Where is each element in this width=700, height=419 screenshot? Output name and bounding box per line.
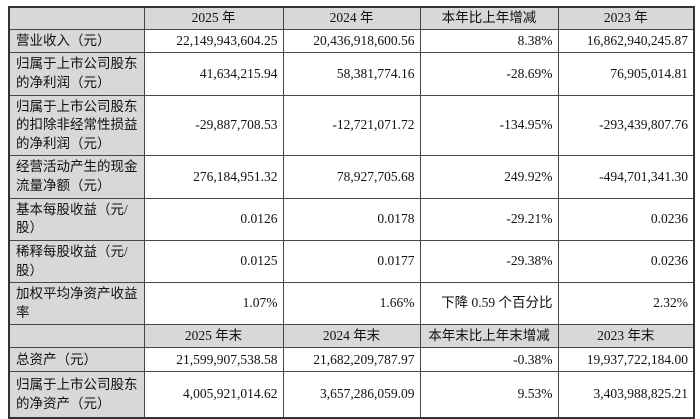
value-cell: 16,862,940,245.87 [557, 28, 695, 54]
row-label-cell: 归属于上市公司股东的净利润（元） [8, 52, 145, 96]
header-empty-cell [8, 324, 145, 349]
row-label-cell: 总资产（元） [8, 347, 145, 373]
row-label-cell: 稀释每股收益（元/股） [8, 239, 145, 284]
value-cell: 21,682,209,787.97 [282, 347, 421, 373]
row-label-cell: 营业收入（元） [8, 28, 145, 54]
value-cell: -494,701,341.30 [557, 155, 695, 199]
value-cell: 9.53% [419, 371, 559, 419]
value-cell: 3,403,988,825.21 [557, 371, 695, 419]
row-label-cell: 经营活动产生的现金流量净额（元） [8, 155, 145, 199]
value-cell: 0.0236 [557, 197, 695, 241]
table-row-revenue: 营业收入（元） 22,149,943,604.25 20,436,918,600… [8, 28, 695, 54]
financial-summary-table: 2025 年 2024 年 本年比上年增减 2023 年 营业收入（元） 22,… [8, 6, 695, 419]
value-cell: 0.0126 [143, 197, 284, 241]
table-row-operating-cash-flow: 经营活动产生的现金流量净额（元） 276,184,951.32 78,927,7… [8, 155, 695, 199]
header-empty-cell [8, 6, 145, 30]
table-row-net-profit-excl-nonrecurring: 归属于上市公司股东的扣除非经常性损益的净利润（元） -29,887,708.53… [8, 94, 695, 157]
value-cell: 0.0236 [557, 239, 695, 284]
value-cell: 0.0177 [282, 239, 421, 284]
value-cell: 276,184,951.32 [143, 155, 284, 199]
table-row-diluted-eps: 稀释每股收益（元/股） 0.0125 0.0177 -29.38% 0.0236 [8, 239, 695, 284]
table-row-net-profit: 归属于上市公司股东的净利润（元） 41,634,215.94 58,381,77… [8, 52, 695, 96]
value-cell: 19,937,722,184.00 [557, 347, 695, 373]
row-label-cell: 归属于上市公司股东的净资产（元） [8, 371, 145, 419]
header-cell-yoy-change: 本年比上年增减 [419, 6, 559, 30]
value-cell: 0.0178 [282, 197, 421, 241]
value-cell: 3,657,286,059.09 [282, 371, 421, 419]
table-row-basic-eps: 基本每股收益（元/股） 0.0126 0.0178 -29.21% 0.0236 [8, 197, 695, 241]
header-cell-2025-end: 2025 年末 [143, 324, 284, 349]
financial-report-page: 2025 年 2024 年 本年比上年增减 2023 年 营业收入（元） 22,… [8, 6, 695, 419]
value-cell: 8.38% [419, 28, 559, 54]
period-end-header-row: 2025 年末 2024 年末 本年末比上年末增减 2023 年末 [8, 324, 695, 349]
value-cell: 58,381,774.16 [282, 52, 421, 96]
value-cell: 1.07% [143, 282, 284, 326]
value-cell: 0.0125 [143, 239, 284, 284]
value-cell: 22,149,943,604.25 [143, 28, 284, 54]
header-cell-2025: 2025 年 [143, 6, 284, 30]
value-cell: -134.95% [419, 94, 559, 157]
value-cell: -293,439,807.76 [557, 94, 695, 157]
row-label-cell: 基本每股收益（元/股） [8, 197, 145, 241]
value-cell: -29.38% [419, 239, 559, 284]
value-cell: 78,927,705.68 [282, 155, 421, 199]
value-cell: -29,887,708.53 [143, 94, 284, 157]
value-cell: -12,721,071.72 [282, 94, 421, 157]
value-cell: -29.21% [419, 197, 559, 241]
table-row-weighted-roe: 加权平均净资产收益率 1.07% 1.66% 下降 0.59 个百分比 2.32… [8, 282, 695, 326]
row-label-cell: 加权平均净资产收益率 [8, 282, 145, 326]
row-label-cell: 归属于上市公司股东的扣除非经常性损益的净利润（元） [8, 94, 145, 157]
value-cell: 2.32% [557, 282, 695, 326]
value-cell: 41,634,215.94 [143, 52, 284, 96]
value-cell: -28.69% [419, 52, 559, 96]
header-cell-2023: 2023 年 [557, 6, 695, 30]
value-cell: 249.92% [419, 155, 559, 199]
table-row-total-assets: 总资产（元） 21,599,907,538.58 21,682,209,787.… [8, 347, 695, 373]
header-cell-2023-end: 2023 年末 [557, 324, 695, 349]
header-cell-2024: 2024 年 [282, 6, 421, 30]
value-cell: 21,599,907,538.58 [143, 347, 284, 373]
value-cell: 4,005,921,014.62 [143, 371, 284, 419]
value-cell: 76,905,014.81 [557, 52, 695, 96]
header-cell-yoy-end-change: 本年末比上年末增减 [419, 324, 559, 349]
header-cell-2024-end: 2024 年末 [282, 324, 421, 349]
value-cell: -0.38% [419, 347, 559, 373]
value-cell: 20,436,918,600.56 [282, 28, 421, 54]
table-row-net-assets: 归属于上市公司股东的净资产（元） 4,005,921,014.62 3,657,… [8, 371, 695, 419]
period-header-row: 2025 年 2024 年 本年比上年增减 2023 年 [8, 6, 695, 30]
value-cell: 下降 0.59 个百分比 [419, 282, 559, 326]
value-cell: 1.66% [282, 282, 421, 326]
